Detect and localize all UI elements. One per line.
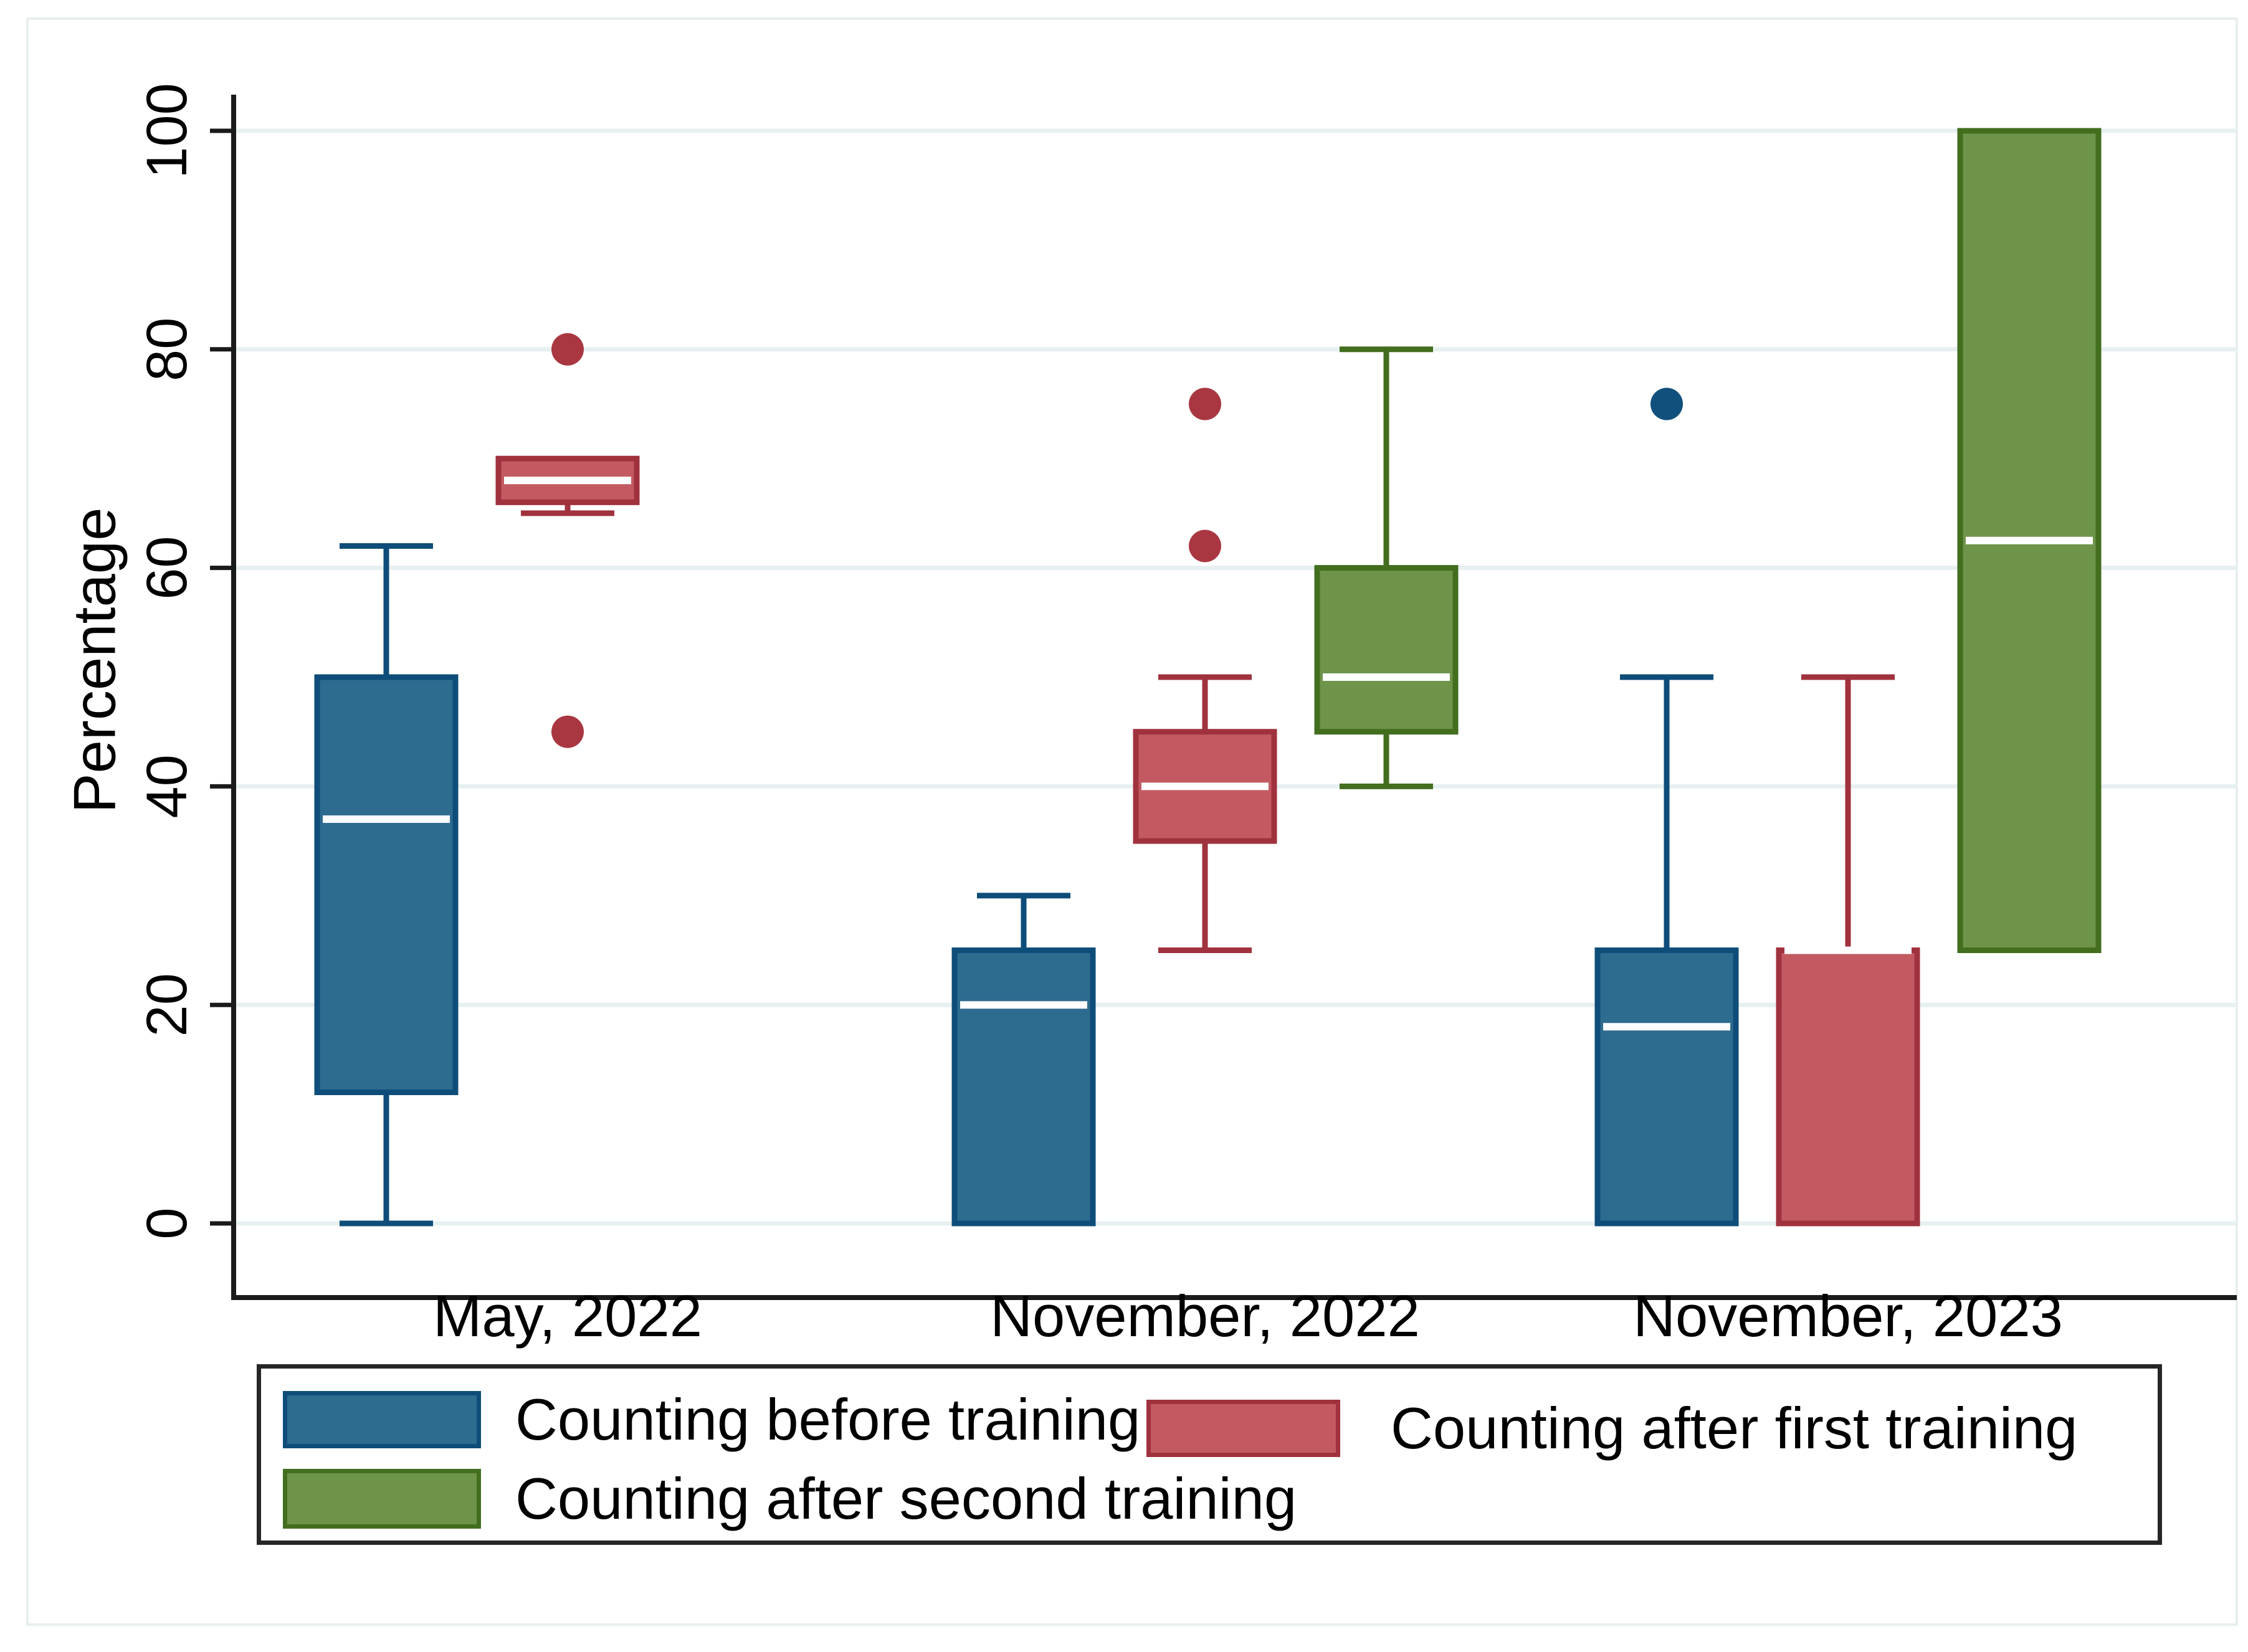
y-tick-label: 40 (135, 754, 199, 818)
legend-swatch-after-first-training-icon (1146, 1400, 1340, 1457)
y-tick-label: 80 (135, 318, 199, 381)
box-iqr (314, 674, 459, 1096)
legend-label-before-training: Counting before training (515, 1387, 1141, 1452)
legend: Counting before training Counting after … (257, 1364, 2162, 1545)
box-iqr (1776, 947, 1920, 1227)
x-axis-label: November, 2022 (990, 1283, 1420, 1349)
x-axis-label: May, 2022 (433, 1283, 702, 1349)
box-iqr (951, 947, 1096, 1227)
legend-swatch-after-second-training-icon (283, 1469, 481, 1529)
y-tick-label: 100 (135, 83, 199, 179)
box-iqr (1594, 947, 1739, 1227)
graph-region-border (26, 17, 2238, 1626)
x-axis-label: November, 2023 (1633, 1283, 2063, 1349)
outlier-dot (1189, 529, 1221, 563)
y-axis-title: Percentage (62, 507, 128, 813)
outlier-dot (1189, 387, 1221, 420)
legend-label-after-second-training: Counting after second training (515, 1466, 1297, 1531)
y-tick-label: 60 (135, 536, 199, 599)
legend-label-after-first-training: Counting after first training (1391, 1395, 2078, 1461)
outlier-dot (551, 333, 584, 366)
outlier-dot (551, 715, 584, 748)
legend-swatch-before-training-icon (283, 1391, 481, 1448)
outlier-dot (1650, 387, 1683, 420)
box-iqr (1314, 565, 1459, 735)
y-tick-label: 0 (135, 1207, 199, 1239)
y-tick-label: 20 (135, 973, 199, 1037)
